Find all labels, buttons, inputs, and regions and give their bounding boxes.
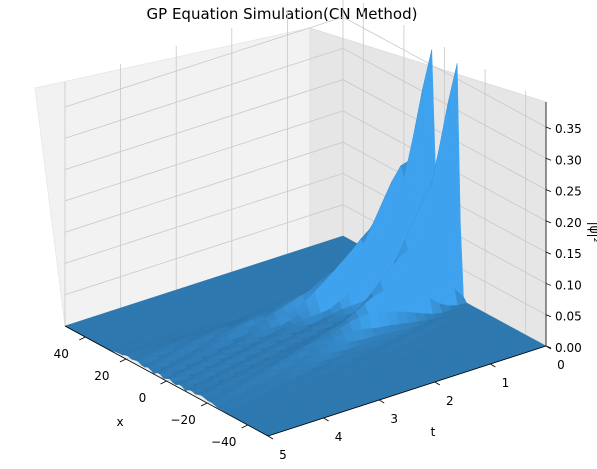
- axes: 40 20 0 −20 −40 0 1 2 3 4 5 0.00 0.05 0.10 0.15 0.20 0.2…: [54, 102, 597, 462]
- t-tick-mark: [490, 363, 496, 368]
- x-tick-label: −20: [170, 413, 195, 427]
- z-tick-mark: [545, 345, 552, 349]
- t-tick-label: 3: [390, 412, 398, 426]
- z-axis-label: |ψ|²: [587, 222, 597, 243]
- t-tick-label: 5: [279, 448, 287, 462]
- z-tick-label: 0.35: [555, 122, 582, 136]
- t-tick-mark: [267, 435, 274, 440]
- t-axis-label: t: [431, 425, 436, 439]
- x-tick-mark: [160, 380, 167, 385]
- z-tick-label: 0.00: [555, 341, 582, 355]
- z-tick-label: 0.20: [555, 216, 582, 230]
- x-tick-mark: [241, 424, 248, 429]
- z-tick-label: 0.15: [555, 247, 582, 261]
- z-tick-label: 0.10: [555, 278, 582, 292]
- z-tick-mark: [545, 283, 552, 286]
- x-tick-label: 0: [139, 391, 147, 405]
- x-axis-label: x: [116, 415, 123, 429]
- t-tick-label: 4: [335, 430, 343, 444]
- z-tick-mark: [545, 220, 552, 224]
- x-tick-label: −40: [211, 435, 236, 449]
- grid-line: [64, 47, 547, 159]
- grid-line: [64, 141, 547, 253]
- t-tick-mark: [378, 399, 385, 404]
- z-tick-mark: [545, 126, 552, 130]
- x-tick-mark: [200, 402, 208, 407]
- x-tick-mark: [119, 358, 127, 363]
- z-tick-label: 0.30: [555, 153, 582, 167]
- t-tick-mark: [323, 417, 329, 422]
- z-tick-mark: [545, 251, 552, 255]
- grid-line: [64, 16, 547, 128]
- grid-line: [64, 204, 547, 316]
- z-tick-mark: [545, 314, 552, 318]
- grid-line: [64, 172, 547, 284]
- t-tick-mark: [434, 381, 441, 386]
- chart-title: GP Equation Simulation(CN Method): [147, 5, 418, 23]
- x-tick-label: 40: [54, 347, 69, 361]
- z-tick-label: 0.25: [555, 185, 582, 199]
- t-tick-label: 1: [502, 376, 510, 390]
- grid-line: [64, 110, 547, 222]
- surface: [64, 49, 547, 437]
- grid-line: [64, 79, 547, 190]
- z-tick-label: 0.05: [555, 310, 582, 324]
- t-tick-label: 0: [557, 358, 565, 372]
- x-tick-mark: [79, 336, 86, 341]
- z-tick-mark: [545, 157, 552, 161]
- x-tick-label: 20: [94, 369, 109, 383]
- t-axis-line: [267, 345, 547, 437]
- z-tick-mark: [545, 189, 552, 192]
- t-tick-label: 2: [446, 394, 454, 408]
